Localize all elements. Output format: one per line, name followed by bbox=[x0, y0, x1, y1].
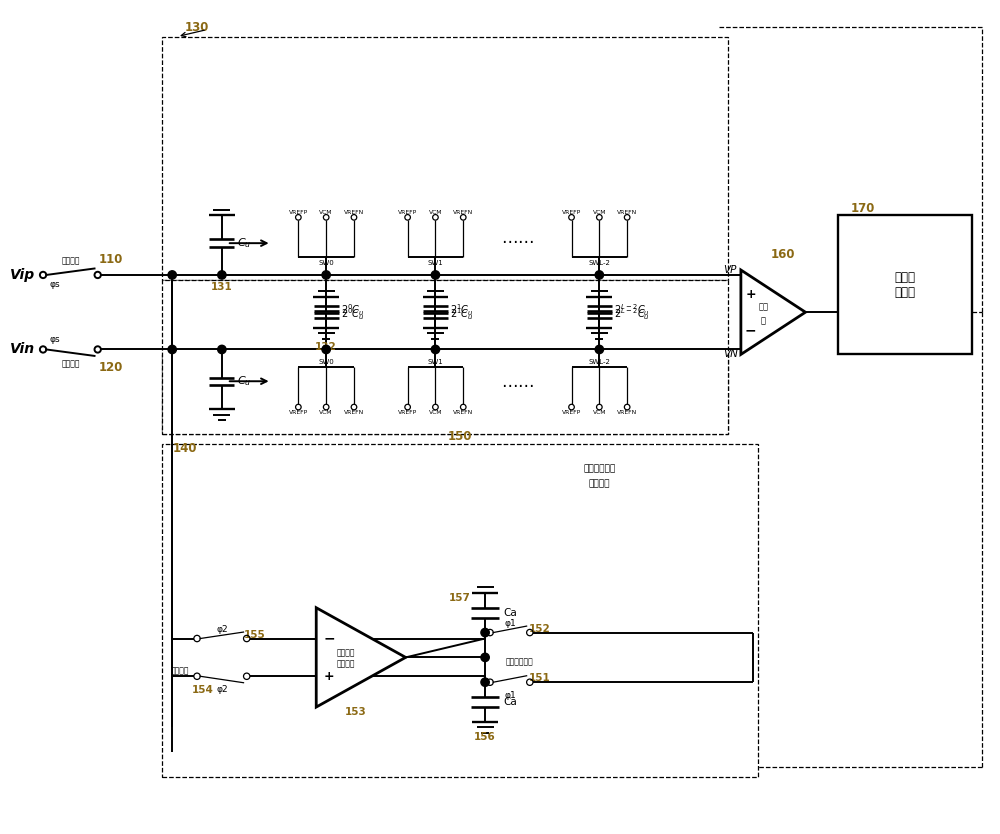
Circle shape bbox=[431, 345, 440, 354]
Circle shape bbox=[481, 628, 489, 636]
Text: SWL-2: SWL-2 bbox=[588, 259, 610, 265]
Text: 采样开关: 采样开关 bbox=[61, 257, 80, 265]
Text: φ2: φ2 bbox=[216, 625, 228, 634]
Text: $2^1C_u$: $2^1C_u$ bbox=[450, 302, 474, 318]
Text: Ca: Ca bbox=[503, 697, 517, 707]
Text: 160: 160 bbox=[771, 248, 795, 261]
Circle shape bbox=[218, 271, 226, 279]
Text: VREFP: VREFP bbox=[289, 409, 308, 414]
Text: VN: VN bbox=[724, 349, 738, 359]
Text: $C_u$: $C_u$ bbox=[237, 236, 251, 250]
Text: Vip: Vip bbox=[10, 268, 35, 282]
Text: +: + bbox=[746, 288, 756, 301]
Text: $2^{L-2}C_u$: $2^{L-2}C_u$ bbox=[614, 307, 650, 323]
Polygon shape bbox=[741, 270, 805, 354]
Text: φ2: φ2 bbox=[216, 686, 228, 694]
Text: +: + bbox=[324, 670, 334, 683]
Text: $C_u$: $C_u$ bbox=[237, 374, 251, 388]
Text: VREFN: VREFN bbox=[453, 409, 473, 414]
Text: 数字控
制逻辑: 数字控 制逻辑 bbox=[894, 271, 915, 299]
Text: 132: 132 bbox=[315, 343, 337, 353]
Circle shape bbox=[322, 345, 330, 354]
Text: φs: φs bbox=[50, 335, 60, 344]
Text: −: − bbox=[323, 631, 335, 646]
Text: −: − bbox=[745, 323, 757, 337]
Text: 120: 120 bbox=[98, 361, 123, 374]
Text: 150: 150 bbox=[448, 430, 473, 444]
Bar bbox=[838, 215, 972, 354]
Text: φ1: φ1 bbox=[504, 619, 516, 628]
Text: Ca: Ca bbox=[503, 608, 517, 618]
Text: VCM: VCM bbox=[429, 409, 442, 414]
Text: 残差信号放大: 残差信号放大 bbox=[583, 465, 615, 473]
Text: $\cdots\cdots$: $\cdots\cdots$ bbox=[501, 375, 534, 393]
Text: 采样开关: 采样开关 bbox=[61, 359, 80, 368]
Text: 比较: 比较 bbox=[758, 303, 768, 312]
Text: 反馈单元: 反馈单元 bbox=[589, 479, 610, 488]
Text: VREFN: VREFN bbox=[344, 409, 364, 414]
Text: VCM: VCM bbox=[319, 210, 333, 215]
Text: VCM: VCM bbox=[429, 210, 442, 215]
Text: 140: 140 bbox=[172, 442, 197, 455]
Text: VREFP: VREFP bbox=[398, 409, 417, 414]
Text: VREFN: VREFN bbox=[453, 210, 473, 215]
Text: $2^{L-2}C_u$: $2^{L-2}C_u$ bbox=[614, 302, 650, 318]
Text: 器: 器 bbox=[761, 317, 766, 325]
Text: 155: 155 bbox=[244, 630, 266, 640]
Text: 156: 156 bbox=[474, 732, 496, 742]
Text: 170: 170 bbox=[850, 202, 875, 215]
Text: 153: 153 bbox=[345, 707, 367, 717]
Bar bbox=[162, 37, 728, 280]
Text: φ1: φ1 bbox=[504, 691, 516, 701]
Bar bbox=[162, 354, 728, 434]
Text: VREFN: VREFN bbox=[617, 409, 637, 414]
Circle shape bbox=[595, 345, 604, 354]
Text: $2^0C_u$: $2^0C_u$ bbox=[341, 307, 365, 323]
Circle shape bbox=[218, 345, 226, 354]
Text: SW1: SW1 bbox=[428, 259, 443, 265]
Text: 157: 157 bbox=[448, 593, 470, 603]
Text: $2^0C_u$: $2^0C_u$ bbox=[341, 302, 365, 318]
Text: 益放大器: 益放大器 bbox=[337, 660, 355, 669]
Circle shape bbox=[168, 345, 176, 354]
Text: VREFP: VREFP bbox=[562, 409, 581, 414]
Text: 130: 130 bbox=[185, 21, 209, 34]
Text: SW1: SW1 bbox=[428, 359, 443, 364]
Text: VCM: VCM bbox=[593, 210, 606, 215]
Circle shape bbox=[481, 653, 489, 661]
Bar bbox=[162, 444, 758, 776]
Circle shape bbox=[168, 271, 176, 279]
Text: 131: 131 bbox=[211, 282, 233, 292]
Text: VREFP: VREFP bbox=[398, 210, 417, 215]
Text: VCM: VCM bbox=[319, 409, 333, 414]
Text: 152: 152 bbox=[529, 624, 551, 634]
Text: 110: 110 bbox=[98, 253, 123, 265]
Circle shape bbox=[595, 271, 604, 279]
Text: Vin: Vin bbox=[10, 343, 35, 356]
Text: 151: 151 bbox=[529, 673, 551, 683]
Text: VREFN: VREFN bbox=[344, 210, 364, 215]
Circle shape bbox=[322, 271, 330, 279]
Circle shape bbox=[431, 271, 440, 279]
Text: 可编程增: 可编程增 bbox=[337, 648, 355, 657]
Text: VP: VP bbox=[724, 265, 737, 275]
Text: SW0: SW0 bbox=[318, 359, 334, 364]
Text: SW0: SW0 bbox=[318, 259, 334, 265]
Text: 154: 154 bbox=[192, 686, 214, 696]
Text: 及差采样开关: 及差采样开关 bbox=[506, 658, 534, 667]
Text: VREFP: VREFP bbox=[562, 210, 581, 215]
Text: SWL-2: SWL-2 bbox=[588, 359, 610, 364]
Polygon shape bbox=[316, 608, 406, 707]
Text: $\cdots\cdots$: $\cdots\cdots$ bbox=[501, 231, 534, 249]
Text: 反馈开关: 反馈开关 bbox=[171, 667, 189, 676]
Text: VREFN: VREFN bbox=[617, 210, 637, 215]
Bar bbox=[162, 280, 728, 434]
Text: VREFP: VREFP bbox=[289, 210, 308, 215]
Text: $2^1C_u$: $2^1C_u$ bbox=[450, 307, 474, 323]
Text: VCM: VCM bbox=[593, 409, 606, 414]
Text: φs: φs bbox=[50, 280, 60, 289]
Circle shape bbox=[481, 678, 489, 686]
